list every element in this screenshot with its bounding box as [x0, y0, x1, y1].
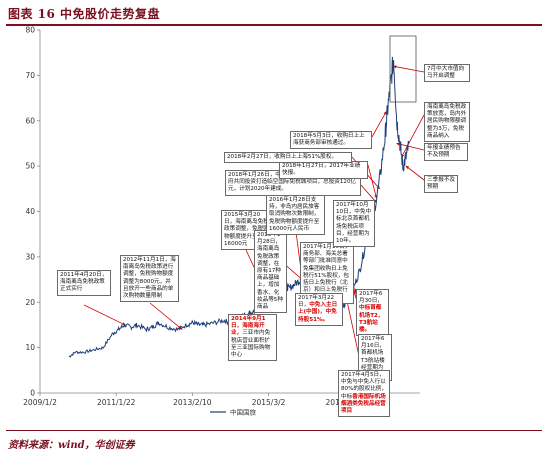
- title-divider: [6, 24, 542, 26]
- y-tick-label: 70: [25, 71, 35, 80]
- annotation-highlight-2014-09-01: 2014年9月1日，海南海开业，: [231, 316, 266, 337]
- x-tick-label: 2011/1/22: [97, 398, 136, 407]
- callout-arrow: [405, 165, 425, 181]
- x-tick-label: 2009/1/2: [23, 398, 57, 407]
- annotation-q3-report: 三季报不及预期: [424, 175, 458, 194]
- x-tick-label: 2013/2/10: [173, 398, 212, 407]
- figure-source: 资料来源：wind，华创证券: [8, 440, 135, 451]
- annotation-prefix-2017-04-05: 2017年4月5日，中免与中免人行以80%的股权比例，中标: [341, 372, 387, 400]
- annotation-highlight-2017-03-22: 中免入主日上(中国)，中免持股51%。: [298, 302, 338, 323]
- annotation-2017-03-22: 2017年3月22日，中免入主日上(中国)，中免持股51%。: [295, 293, 343, 326]
- y-tick-label: 20: [25, 298, 35, 307]
- annotation-2018-01-27: 2018年1月27日，2017年业绩快报。: [279, 161, 368, 180]
- callout-arrow: [401, 114, 425, 158]
- annotation-prefix-2017-03-22: 2017年3月22日，: [298, 295, 335, 309]
- annotation-prefix-2017-06-30: 2017年6月30日，: [359, 291, 383, 305]
- annotation-highlight-2017-06-30: 中标首都机场T2，T3航站楼。: [359, 305, 384, 334]
- annotation-2016-01-28-a: 2016年1月28日，海南离岛免税政策调整，在原有17种商品基础上，增加香水、化…: [254, 230, 287, 314]
- annotation-2018-05-03: 2018年5月3日，收购日上上海获商务部审核通过。: [290, 131, 372, 150]
- callout-arrow: [371, 111, 387, 138]
- footer-divider: [6, 430, 542, 431]
- y-tick-label: 40: [25, 207, 35, 216]
- annotation-text-2014-09-01: 三亚市内免税店营业面积扩至三亚国际购物中心: [231, 330, 271, 359]
- peak-highlight-box: [389, 35, 417, 103]
- y-tick-label: 30: [25, 252, 35, 261]
- x-tick-label: 2015/3/2: [252, 398, 286, 407]
- annotation-highlight-2017-04-05: 香港国际机场烟酒类免税品经营项目: [341, 393, 386, 415]
- annotation-hainan-policy: 海南离岛免税政策放宽，岛内外居民购物限额调整为3万，免税商品纳入: [424, 102, 470, 143]
- y-tick-label: 10: [25, 343, 35, 352]
- annotation-2017-06-30: 2017年6月30日，中标首都机场T2，T3航站楼。: [356, 289, 389, 337]
- annotation-2018-02-27: 2018年2月27日，收购日上上海51%股权。: [224, 152, 352, 164]
- annotation-2011-04-20: 2011年4月20日，海南离岛免税政策正式实行: [57, 270, 111, 296]
- callout-arrow: [393, 65, 425, 73]
- y-tick-label: 60: [25, 116, 35, 125]
- annotation-2014-09-01: 2014年9月1日，海南海开业，三亚市内免税店营业面积扩至三亚国际购物中心: [228, 314, 277, 362]
- annotation-2016-01-28-b: 2016年1月28日支持，非岛内居民旅客取消购物次数限制，免税购物额度提升至16…: [266, 195, 325, 236]
- annotation-2012-11-01: 2012年11月1日，海南离岛免税政策进行调整，免税购物额度调整为8000元，并…: [120, 255, 179, 303]
- y-tick-label: 80: [25, 26, 35, 35]
- annotation-july-adjust: 7月中大市值向马开启调整: [424, 64, 470, 83]
- figure-title: 图表 16 中免股价走势复盘: [8, 7, 161, 21]
- legend-label: 中国国旅: [230, 408, 257, 417]
- annotation-2017-04-05: 2017年4月5日，中免与中免人行以80%的股权比例，中标香港国际机场烟酒类免税…: [338, 370, 390, 418]
- callout-arrow: [83, 304, 126, 326]
- callout-arrow: [367, 164, 378, 199]
- callout-arrow: [149, 302, 183, 330]
- y-tick-label: 50: [25, 162, 35, 171]
- y-tick-label: 0: [30, 389, 35, 398]
- annotation-2017-10-10: 2017年10月10日，中免中标北京首都机场免税店项目，经营期为10年。: [333, 200, 375, 248]
- callout-arrow: [360, 184, 377, 203]
- annotation-annual-report: 年报业绩预告不及预期: [424, 143, 468, 162]
